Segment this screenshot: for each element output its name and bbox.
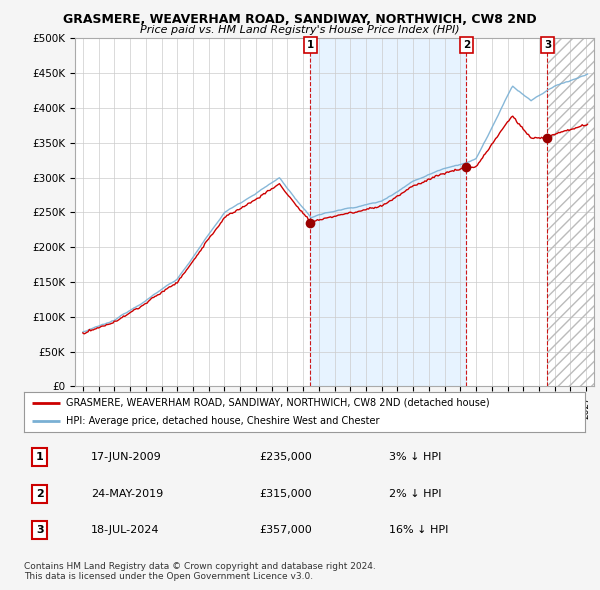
Text: This data is licensed under the Open Government Licence v3.0.: This data is licensed under the Open Gov… [24, 572, 313, 581]
Text: Price paid vs. HM Land Registry's House Price Index (HPI): Price paid vs. HM Land Registry's House … [140, 25, 460, 35]
Text: HPI: Average price, detached house, Cheshire West and Chester: HPI: Average price, detached house, Ches… [66, 415, 380, 425]
Text: 3: 3 [544, 40, 551, 50]
Text: GRASMERE, WEAVERHAM ROAD, SANDIWAY, NORTHWICH, CW8 2ND: GRASMERE, WEAVERHAM ROAD, SANDIWAY, NORT… [63, 13, 537, 26]
Text: GRASMERE, WEAVERHAM ROAD, SANDIWAY, NORTHWICH, CW8 2ND (detached house): GRASMERE, WEAVERHAM ROAD, SANDIWAY, NORT… [66, 398, 490, 408]
Text: 3: 3 [36, 525, 44, 535]
Text: 3% ↓ HPI: 3% ↓ HPI [389, 452, 441, 462]
Text: £315,000: £315,000 [260, 489, 312, 499]
Text: 18-JUL-2024: 18-JUL-2024 [91, 525, 160, 535]
Text: Contains HM Land Registry data © Crown copyright and database right 2024.: Contains HM Land Registry data © Crown c… [24, 562, 376, 571]
Text: 1: 1 [36, 452, 44, 462]
Bar [547, 38, 594, 386]
Text: 16% ↓ HPI: 16% ↓ HPI [389, 525, 448, 535]
Text: 2: 2 [36, 489, 44, 499]
Text: 2: 2 [463, 40, 470, 50]
Text: £235,000: £235,000 [260, 452, 313, 462]
Text: 24-MAY-2019: 24-MAY-2019 [91, 489, 164, 499]
Bar [310, 38, 466, 386]
Text: 17-JUN-2009: 17-JUN-2009 [91, 452, 162, 462]
Text: 1: 1 [307, 40, 314, 50]
Text: £357,000: £357,000 [260, 525, 313, 535]
Text: 2% ↓ HPI: 2% ↓ HPI [389, 489, 441, 499]
Bar [547, 38, 594, 386]
